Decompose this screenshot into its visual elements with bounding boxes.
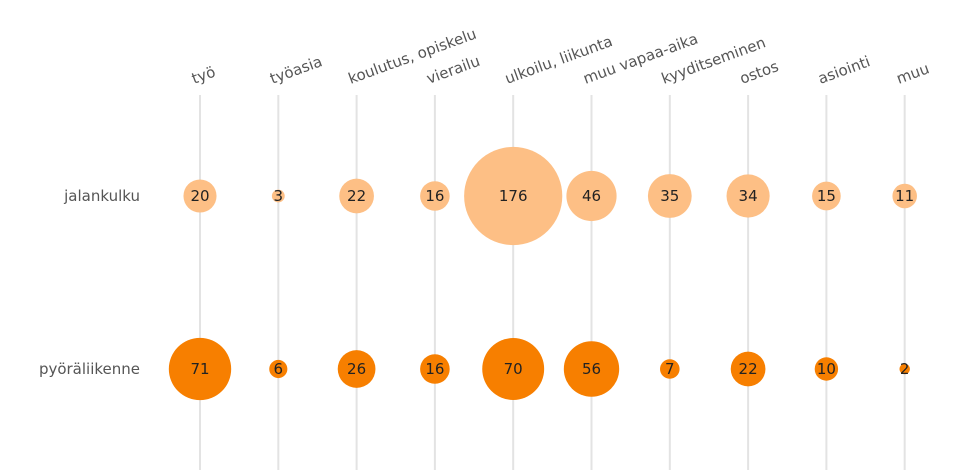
bubble: [271, 189, 285, 203]
column-label: työasia: [268, 52, 325, 87]
bubble: [660, 359, 680, 379]
bubble: [563, 341, 620, 397]
row-label: pyöräliikenne: [39, 360, 140, 378]
value-label: 34: [739, 187, 758, 205]
value-label: 16: [425, 187, 444, 205]
bubble: [183, 179, 217, 213]
bubble: [464, 146, 563, 246]
bubble: [647, 174, 692, 218]
value-label: 7: [665, 360, 675, 378]
value-label: 46: [582, 187, 601, 205]
column-label: koulutus, opiskelu: [346, 25, 479, 88]
value-label: 10: [817, 360, 836, 378]
value-label: 71: [190, 360, 209, 378]
value-label: 70: [504, 360, 523, 378]
bubble: [339, 178, 374, 214]
bubble: [812, 181, 841, 211]
bubble: [337, 350, 376, 388]
row-label: jalankulku: [63, 187, 140, 205]
value-label: 56: [582, 360, 601, 378]
value-label: 35: [660, 187, 679, 205]
column-label: ostos: [737, 57, 781, 88]
value-label: 15: [817, 187, 836, 205]
value-label: 16: [425, 360, 444, 378]
bubble: [420, 354, 450, 384]
bubble: [899, 363, 910, 375]
value-label: 22: [739, 360, 758, 378]
value-label: 176: [499, 187, 528, 205]
bubble: [726, 174, 770, 218]
bubble: [168, 337, 232, 401]
bubble: [892, 183, 917, 209]
column-label: asiointi: [816, 52, 873, 87]
value-label: 6: [274, 360, 284, 378]
column-label: työ: [189, 63, 218, 88]
bubble: [730, 351, 766, 387]
value-label: 2: [900, 360, 910, 378]
value-label: 20: [190, 187, 209, 205]
value-label: 11: [895, 187, 914, 205]
value-label: 26: [347, 360, 366, 378]
bubble: [482, 338, 545, 400]
value-label: 22: [347, 187, 366, 205]
bubble: [269, 359, 288, 379]
value-label: 3: [274, 187, 284, 205]
bubble: [814, 357, 839, 381]
bubble: [566, 170, 617, 222]
column-label: muu: [894, 59, 932, 87]
bubble: [420, 181, 450, 211]
